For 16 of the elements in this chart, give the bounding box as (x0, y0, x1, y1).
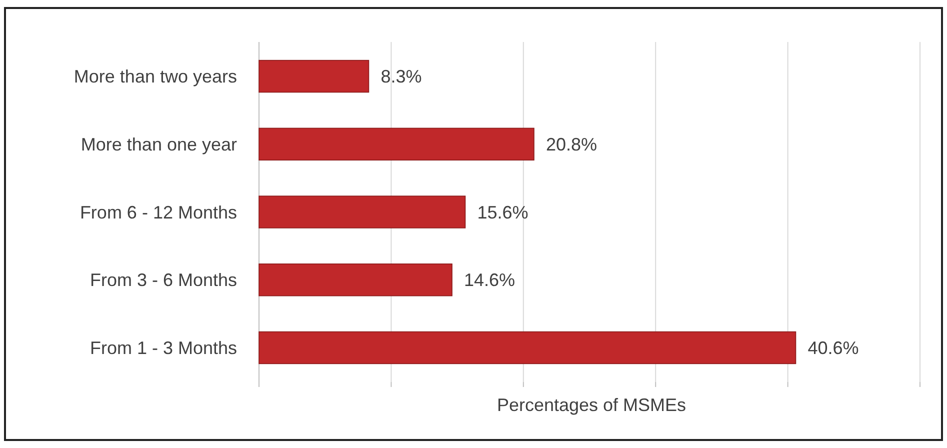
y-tick-label: More than two years (74, 66, 237, 87)
data-label: 8.3% (380, 66, 422, 87)
x-axis-title: Percentages of MSMEs (496, 395, 686, 415)
bar (258, 128, 534, 160)
data-label: 40.6% (808, 338, 859, 358)
y-tick-label: From 6 - 12 Months (80, 202, 237, 222)
bar (258, 60, 370, 93)
data-label: 20.8% (546, 134, 598, 154)
bar (258, 331, 796, 364)
y-tick-label: More than one year (80, 134, 238, 154)
data-label: 14.6% (464, 270, 516, 290)
y-tick-label: From 1 - 3 Months (90, 338, 237, 358)
bar (258, 264, 452, 296)
data-label: 15.6% (477, 202, 528, 222)
y-tick-label: From 3 - 6 Months (90, 270, 237, 290)
bar (258, 196, 466, 228)
